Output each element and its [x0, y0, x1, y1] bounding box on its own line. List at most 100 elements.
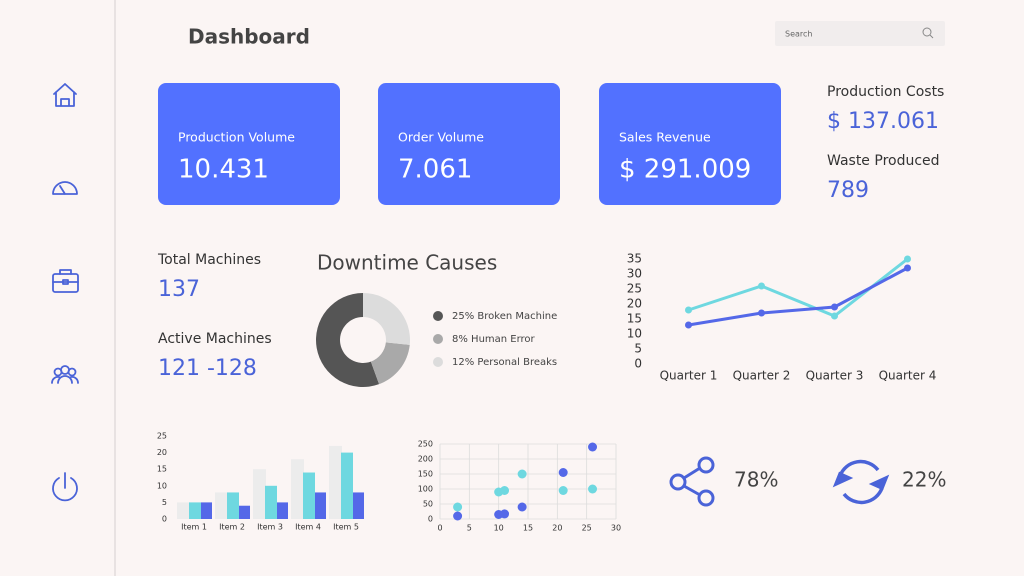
bar — [277, 502, 288, 519]
refresh-percent: 22% — [902, 468, 946, 492]
x-tick-label: 0 — [437, 524, 442, 533]
x-tick-label: Item 4 — [295, 523, 321, 532]
bar — [291, 459, 304, 519]
nav-home[interactable] — [53, 83, 77, 107]
scatter-point — [558, 486, 568, 495]
line-point — [758, 282, 765, 290]
stat-value: $ 137.061 — [827, 109, 939, 134]
line-point — [685, 306, 692, 314]
line-point — [685, 321, 692, 329]
legend-label: 12% Personal Breaks — [452, 357, 557, 368]
y-tick-label: 35 — [627, 252, 642, 266]
y-tick-label: 10 — [627, 327, 642, 341]
bar — [177, 502, 190, 519]
donut-slice — [370, 342, 410, 385]
bar — [239, 505, 250, 519]
x-tick-label: Item 3 — [257, 523, 283, 532]
y-tick-label: 5 — [634, 342, 642, 356]
x-tick-label: Quarter 4 — [879, 369, 937, 383]
nav-team[interactable] — [51, 365, 79, 384]
legend-dot — [433, 357, 443, 367]
y-tick-label: 0 — [428, 515, 433, 524]
scatter-point — [588, 484, 598, 494]
y-tick-label: 25 — [157, 432, 167, 441]
kpi-label: Order Volume — [398, 130, 484, 145]
line-point — [831, 303, 838, 311]
x-tick-label: 20 — [552, 524, 562, 533]
stat-value: 789 — [827, 178, 869, 203]
line-point — [904, 255, 911, 263]
stat-label: Waste Produced — [827, 153, 940, 169]
scatter-point — [588, 442, 598, 452]
x-tick-label: Item 5 — [333, 523, 359, 532]
y-tick-label: 100 — [418, 485, 433, 494]
y-tick-label: 20 — [627, 297, 642, 311]
stat-label: Active Machines — [158, 331, 272, 347]
y-tick-label: 150 — [418, 470, 433, 479]
bar — [353, 492, 364, 519]
scatter-point — [453, 511, 463, 521]
x-tick-label: 15 — [523, 524, 533, 533]
kpi-label: Production Volume — [178, 130, 295, 145]
x-tick-label: Quarter 1 — [660, 369, 718, 383]
bar — [227, 492, 239, 519]
kpi-label: Sales Revenue — [619, 130, 711, 145]
x-tick-label: 10 — [494, 524, 504, 533]
bar — [303, 472, 315, 519]
donut-slice — [315, 293, 380, 387]
chart-title: Downtime Causes — [317, 251, 497, 275]
nav-briefcase[interactable] — [52, 269, 79, 293]
nav-power[interactable] — [52, 472, 78, 502]
scatter-point — [517, 469, 527, 479]
bar — [253, 469, 266, 519]
bar — [329, 445, 342, 519]
x-tick-label: 5 — [467, 524, 472, 533]
line-series — [688, 266, 909, 327]
share-icon — [669, 456, 715, 507]
y-tick-label: 15 — [627, 312, 642, 326]
y-tick-label: 250 — [418, 440, 433, 449]
legend-label: 25% Broken Machine — [452, 311, 557, 322]
line-point — [904, 264, 911, 272]
y-tick-label: 0 — [634, 357, 642, 371]
stat-label: Production Costs — [827, 84, 944, 100]
stat-value: 121 -128 — [158, 356, 257, 381]
bar — [265, 485, 277, 519]
bar — [189, 502, 201, 519]
bar — [341, 452, 353, 519]
y-tick-label: 25 — [627, 282, 642, 296]
search-icon[interactable] — [922, 27, 934, 39]
stat-label: Total Machines — [157, 252, 261, 268]
nav-gauge[interactable] — [52, 181, 78, 195]
y-tick-label: 0 — [162, 515, 167, 524]
y-tick-label: 15 — [157, 465, 167, 474]
scatter-point — [558, 468, 568, 477]
kpi-value: 10.431 — [178, 155, 269, 185]
bar — [201, 502, 212, 519]
x-tick-label: 25 — [582, 524, 592, 533]
scatter-point — [453, 502, 463, 512]
stat-value: 137 — [158, 277, 200, 302]
kpi-card — [158, 83, 340, 205]
kpi-card — [599, 83, 781, 205]
x-tick-label: Item 1 — [181, 523, 207, 532]
legend-dot — [433, 334, 443, 344]
y-tick-label: 30 — [627, 267, 642, 281]
kpi-card — [378, 83, 560, 205]
scatter-point — [500, 486, 510, 495]
x-tick-label: Quarter 2 — [733, 369, 791, 383]
donut-slice — [363, 293, 411, 345]
x-tick-label: 30 — [611, 524, 621, 533]
x-tick-label: Item 2 — [219, 523, 245, 532]
legend-label: 8% Human Error — [452, 334, 536, 345]
search-box[interactable] — [775, 21, 945, 46]
y-tick-label: 10 — [157, 481, 167, 490]
share-percent: 78% — [734, 468, 778, 492]
refresh-icon — [832, 459, 890, 505]
scatter-point — [517, 502, 527, 512]
y-tick-label: 200 — [418, 455, 433, 464]
page-title: Dashboard — [188, 25, 310, 49]
search-placeholder: Search — [785, 30, 812, 39]
